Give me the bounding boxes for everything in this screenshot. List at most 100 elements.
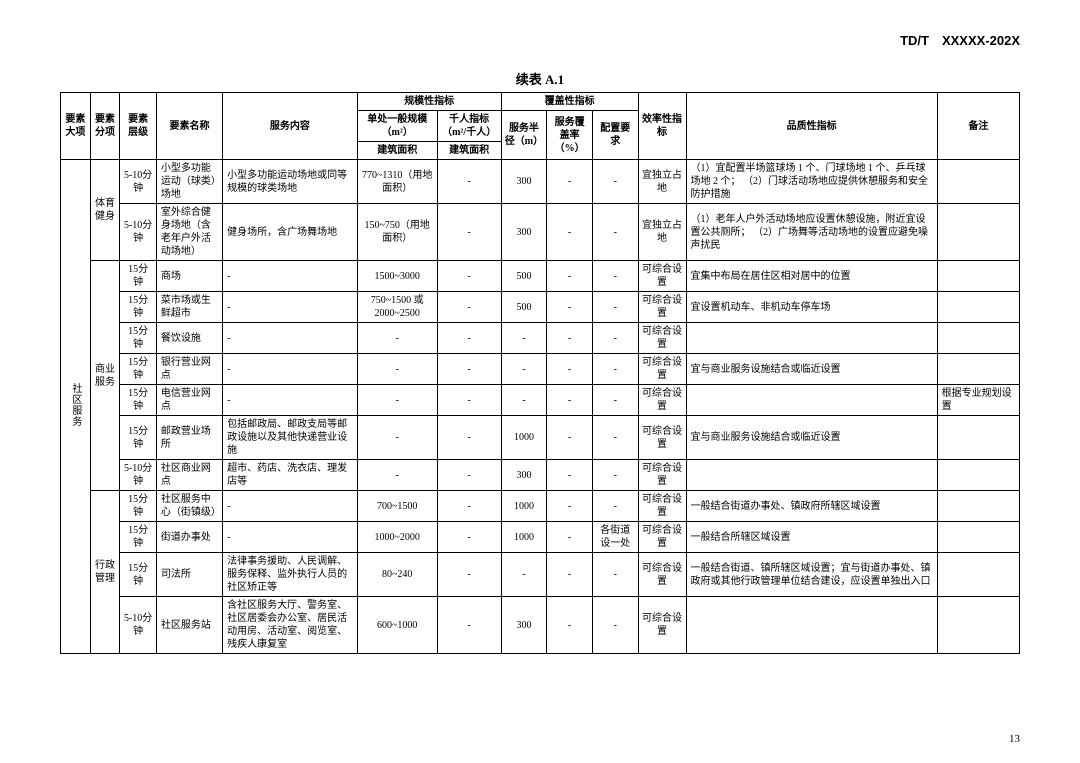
table-cell: - [437, 354, 501, 385]
table-cell: - [547, 204, 593, 261]
table-cell: - [357, 385, 437, 416]
table-cell [937, 261, 1019, 292]
table-cell: 1500~3000 [357, 261, 437, 292]
table-cell: - [501, 553, 547, 597]
table-cell: - [592, 460, 638, 491]
table-cell: 社区服务中心（街镇级） [156, 491, 222, 522]
table-cell: - [592, 416, 638, 460]
table-cell: 商场 [156, 261, 222, 292]
table-cell: - [357, 354, 437, 385]
col-efficiency: 效率性指标 [638, 93, 686, 160]
table-cell: - [592, 160, 638, 204]
table-cell: 餐饮设施 [156, 323, 222, 354]
table-cell: - [501, 385, 547, 416]
table-cell [937, 491, 1019, 522]
table-row: 15分钟菜市场或生鲜超市-750~1500 或 2000~2500-500--可… [61, 292, 1020, 323]
table-cell: 商业服务 [90, 261, 120, 491]
table-cell: 含社区服务大厅、警务室、社区居委会办公室、居民活动用房、活动室、阅览室、残疾人康… [223, 597, 358, 654]
table-cell: 室外综合健身场地（含老年户外活动场地） [156, 204, 222, 261]
table-cell: - [223, 522, 358, 553]
table-cell: - [437, 204, 501, 261]
table-cell: 宜设置机动车、非机动车停车场 [686, 292, 937, 323]
table-cell: 15分钟 [120, 522, 157, 553]
col-config: 配置要求 [592, 111, 638, 160]
table-cell: - [437, 261, 501, 292]
table-cell: - [592, 354, 638, 385]
table-cell: - [547, 553, 593, 597]
table-row: 15分钟银行营业网点------可综合设置宜与商业服务设施结合或临近设置 [61, 354, 1020, 385]
table-cell [937, 292, 1019, 323]
table-cell: 5-10分钟 [120, 460, 157, 491]
col-build-area-2: 建筑面积 [437, 142, 501, 160]
table-cell: 1000~2000 [357, 522, 437, 553]
table-cell: - [547, 292, 593, 323]
table-cell: - [592, 204, 638, 261]
col-build-area-1: 建筑面积 [357, 142, 437, 160]
table-cell: 600~1000 [357, 597, 437, 654]
table-cell: 15分钟 [120, 491, 157, 522]
table-cell: - [547, 323, 593, 354]
col-level: 要素层级 [120, 93, 157, 160]
table-cell: - [501, 323, 547, 354]
table-cell: 街道办事处 [156, 522, 222, 553]
table-cell: - [437, 385, 501, 416]
col-sub: 要素分项 [90, 93, 120, 160]
table-cell: 5-10分钟 [120, 160, 157, 204]
table-cell: - [223, 323, 358, 354]
table-cell: 可综合设置 [638, 491, 686, 522]
table-cell: - [592, 323, 638, 354]
col-coverage-group: 覆盖性指标 [501, 93, 638, 111]
table-cell: - [547, 261, 593, 292]
table-cell: 宜独立占地 [638, 204, 686, 261]
table-row: 5-10分钟社区服务站含社区服务大厅、警务室、社区居委会办公室、居民活动用房、活… [61, 597, 1020, 654]
page-number: 13 [1009, 733, 1020, 745]
table-cell: 体育健身 [90, 160, 120, 261]
table-cell: 可综合设置 [638, 522, 686, 553]
table-cell: 1000 [501, 522, 547, 553]
table-row: 5-10分钟社区商业网点超市、药店、洗衣店、理发店等--300--可综合设置 [61, 460, 1020, 491]
table-row: 15分钟司法所法律事务援助、人民调解、服务保释、监外执行人员的社区矫正等80~2… [61, 553, 1020, 597]
table-cell: 可综合设置 [638, 416, 686, 460]
table-cell: - [547, 491, 593, 522]
table-cell: - [437, 522, 501, 553]
table-cell: - [547, 160, 593, 204]
table-row: 社区服务体育健身5-10分钟小型多功能运动（球类）场地小型多功能运动场地或同等规… [61, 160, 1020, 204]
table-cell: - [547, 460, 593, 491]
table-row: 行政管理15分钟社区服务中心（街镇级）-700~1500-1000--可综合设置… [61, 491, 1020, 522]
table-cell: 770~1310（用地面积） [357, 160, 437, 204]
table-cell: - [592, 261, 638, 292]
table-cell: - [357, 323, 437, 354]
table-cell [937, 416, 1019, 460]
table-cell: 300 [501, 204, 547, 261]
table-cell: 社区服务 [61, 160, 91, 654]
table-cell: 可综合设置 [638, 385, 686, 416]
table-cell: 700~1500 [357, 491, 437, 522]
table-cell: - [501, 354, 547, 385]
table-cell: 一般结合街道办事处、镇政府所辖区域设置 [686, 491, 937, 522]
col-major: 要素大项 [61, 93, 91, 160]
table-cell: 社区商业网点 [156, 460, 222, 491]
col-quality: 品质性指标 [686, 93, 937, 160]
table-cell [937, 323, 1019, 354]
table-cell [686, 323, 937, 354]
table-cell: 1000 [501, 416, 547, 460]
table-cell: 一般结合街道、镇所辖区域设置；宜与街道办事处、镇政府或其他行政管理单位结合建设，… [686, 553, 937, 597]
table-cell: 包括邮政局、邮政支局等邮政设施以及其他快递营业设施 [223, 416, 358, 460]
table-cell: - [592, 597, 638, 654]
table-cell: - [547, 354, 593, 385]
table-cell: 小型多功能运动（球类）场地 [156, 160, 222, 204]
table-cell: 邮政营业场所 [156, 416, 222, 460]
table-cell: - [223, 354, 358, 385]
table-cell: 300 [501, 460, 547, 491]
table-cell: 小型多功能运动场地或同等规模的球类场地 [223, 160, 358, 204]
table-cell: 一般结合所辖区域设置 [686, 522, 937, 553]
table-cell: - [547, 416, 593, 460]
table-cell [937, 160, 1019, 204]
table-cell: 5-10分钟 [120, 597, 157, 654]
col-scale-group: 规模性指标 [357, 93, 501, 111]
document-code: TD/T XXXXX-202X [60, 30, 1020, 49]
table-cell: - [437, 292, 501, 323]
table-cell [937, 522, 1019, 553]
table-row: 5-10分钟室外综合健身场地（含老年户外活动场地）健身场所，含广场舞场地150~… [61, 204, 1020, 261]
table-cell: 菜市场或生鲜超市 [156, 292, 222, 323]
